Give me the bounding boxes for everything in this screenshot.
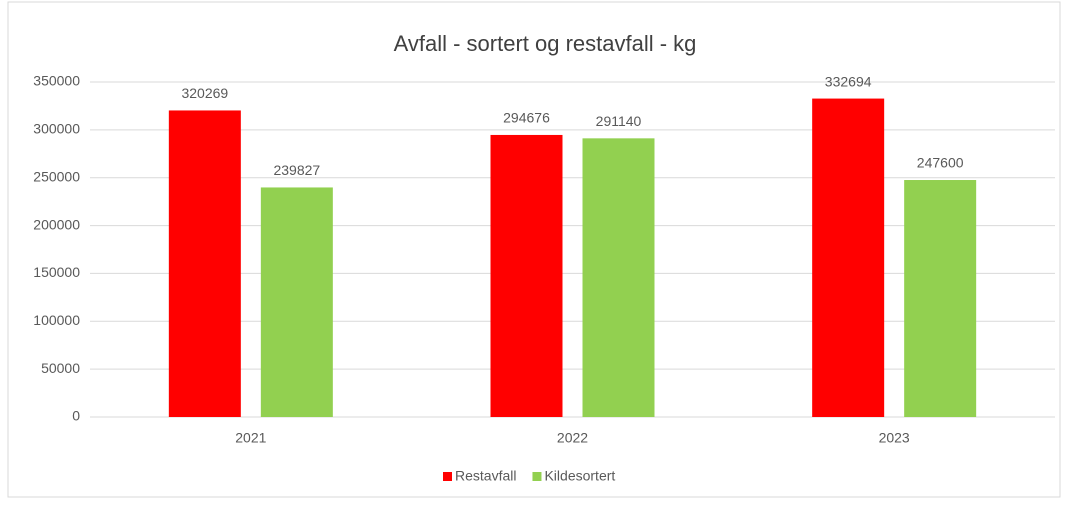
y-tick-label: 350000	[33, 73, 80, 89]
value-label: 332694	[825, 73, 872, 89]
value-label: 320269	[181, 85, 228, 101]
y-tick-label: 50000	[41, 360, 80, 376]
value-label: 247600	[917, 155, 964, 171]
bar	[812, 98, 885, 417]
legend-swatch	[443, 472, 452, 481]
y-tick-label: 100000	[33, 312, 80, 328]
x-tick-label: 2021	[235, 430, 266, 446]
y-tick-label: 250000	[33, 168, 80, 184]
y-tick-label: 300000	[33, 121, 80, 137]
bar	[490, 134, 563, 417]
x-tick-label: 2022	[557, 430, 588, 446]
value-label: 294676	[503, 110, 550, 126]
legend-label: Kildesortert	[544, 468, 615, 484]
legend-swatch	[532, 472, 542, 481]
bar	[260, 187, 333, 417]
y-tick-label: 150000	[33, 264, 80, 280]
x-tick-label: 2023	[879, 430, 910, 446]
chart-title: Avfall - sortert og restavfall - kg	[394, 31, 697, 56]
bar	[168, 110, 241, 417]
y-tick-label: 200000	[33, 216, 80, 232]
legend-label: Restavfall	[455, 468, 516, 484]
bar	[582, 138, 655, 417]
value-label: 291140	[596, 113, 642, 129]
value-label: 239827	[273, 162, 320, 178]
bar	[904, 180, 977, 417]
y-tick-label: 0	[72, 408, 80, 424]
